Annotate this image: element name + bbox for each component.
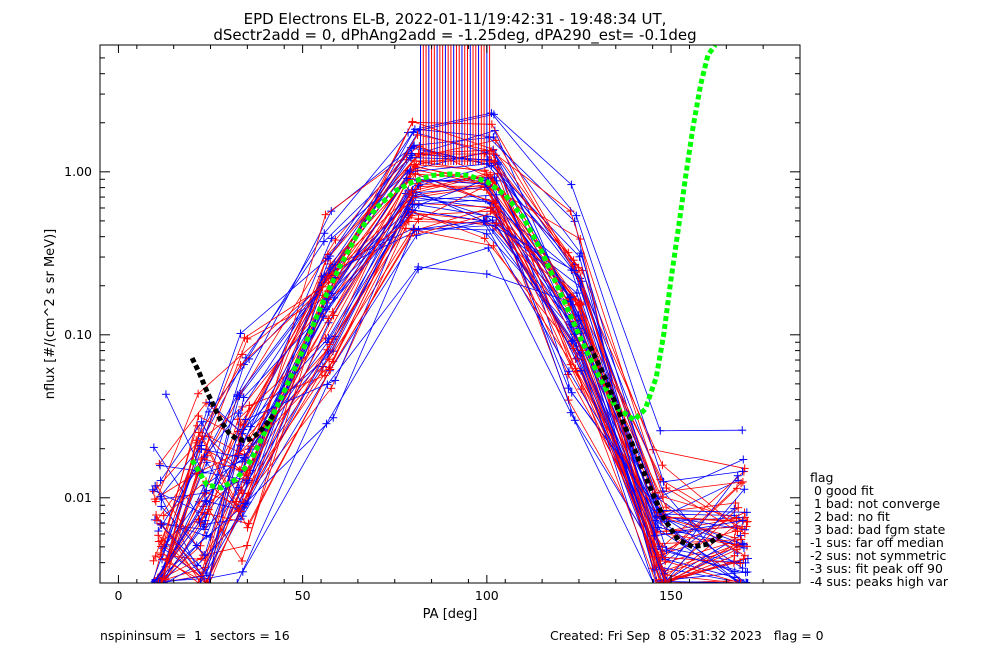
x-tick-label: 0: [114, 588, 122, 603]
chart-title: EPD Electrons EL-B, 2022-01-11/19:42:31 …: [244, 10, 667, 28]
legend-item: -3 sus: fit peak off 90: [810, 561, 943, 576]
x-axis-label: PA [deg]: [423, 607, 478, 622]
y-axis-label: nflux [#/(cm^2 s sr MeV)]: [43, 229, 58, 399]
legend-item: -1 sus: far off median: [810, 535, 944, 550]
x-tick-label: 100: [475, 588, 499, 603]
data-series-line: [159, 173, 743, 583]
chart-subtitle: dSectr2add = 0, dPhAng2add = -1.25deg, d…: [213, 26, 696, 45]
flag-legend: flag 0 good fit 1 bad: not converge 2 ba…: [810, 470, 949, 589]
x-tick-label: 150: [659, 588, 683, 603]
axes: 0 50 100 150 0.01 0.10 1.00: [64, 44, 801, 603]
footer-right: Created: Fri Sep 8 05:31:32 2023 flag = …: [550, 628, 824, 643]
plot-frame: [99, 44, 801, 584]
footer-left: nspininsum = 1 sectors = 16: [100, 628, 290, 643]
y-tick-label: 0.10: [64, 327, 92, 342]
legend-item: 2 bad: no fit: [810, 509, 890, 524]
legend-item: 3 bad: bad fgm state: [810, 522, 946, 537]
data-layer: [148, 45, 752, 583]
fit-curve: [587, 345, 725, 550]
y-tick-label: 0.01: [64, 490, 92, 505]
legend-item: 1 bad: not converge: [810, 496, 940, 511]
legend-title: flag: [810, 470, 833, 485]
legend-item: 0 good fit: [810, 483, 874, 498]
fit-curve: [189, 356, 276, 443]
y-tick-label: 1.00: [64, 164, 92, 179]
legend-item: -4 sus: peaks high var: [810, 574, 949, 589]
fit-curves: [189, 45, 725, 550]
x-tick-label: 50: [295, 588, 311, 603]
legend-item: -2 sus: not symmetric: [810, 548, 946, 563]
fit-curve: [189, 45, 718, 491]
